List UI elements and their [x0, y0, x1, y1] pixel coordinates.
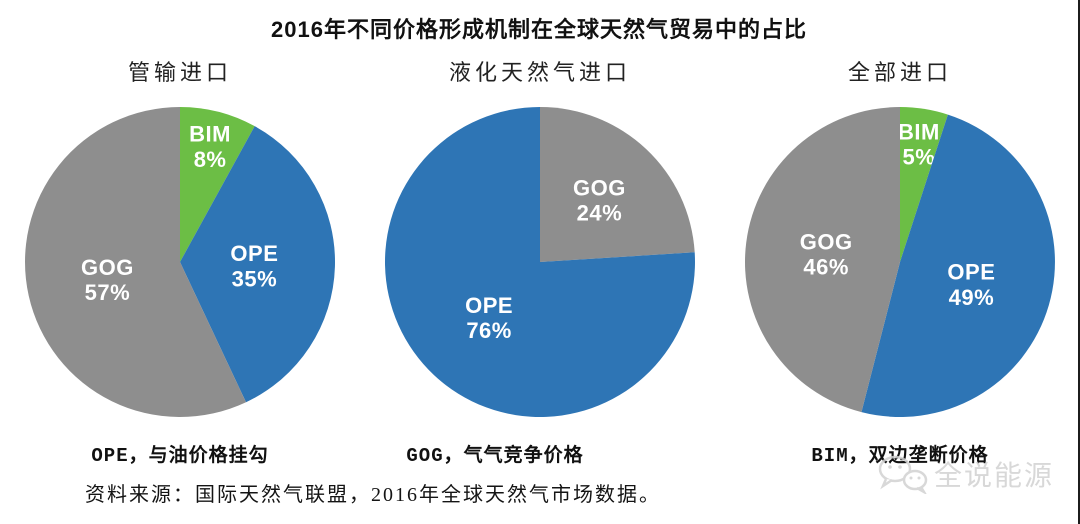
slice-label-ope: OPE 35% — [230, 241, 278, 291]
slice-label-bim: BIM 5% — [898, 119, 940, 169]
slice-label-gog: GOG 46% — [800, 229, 853, 279]
chart-caption: BIM，双边垄断价格 — [811, 445, 989, 467]
slice-label-ope: OPE 49% — [947, 260, 995, 310]
chart-title: 全部进口 — [847, 60, 952, 85]
chart-title: 管输进口 — [127, 60, 232, 85]
pie-slice-ope — [861, 114, 1055, 417]
slice-label-bim: BIM 8% — [189, 122, 231, 172]
pie-all-imports: BIM 5% OPE 49% GOG 46% — [744, 107, 1055, 417]
slice-label-gog: GOG 24% — [573, 175, 626, 225]
watermark: 全说能源 — [876, 454, 1054, 494]
pie-slice-gog — [540, 107, 695, 262]
chart-caption: GOG，气气竞争价格 — [406, 445, 584, 467]
slice-label-ope: OPE 76% — [465, 293, 513, 343]
chart-caption: OPE，与油价格挂勾 — [91, 445, 269, 467]
figure-title: 2016年不同价格形成机制在全球天然气贸易中的占比 — [271, 17, 807, 42]
source-note: 资料来源：国际天然气联盟，2016年全球天然气市场数据。 — [85, 484, 661, 506]
slice-label-gog: GOG 57% — [81, 255, 134, 305]
watermark-text: 全说能源 — [933, 461, 1054, 492]
wechat-icon — [876, 454, 928, 494]
charts-row: 管输进口 BIM 8% OPE 35% GOG 57% OPE，与油价格挂勾 液化天然气进… — [0, 58, 1078, 467]
pie-lng-imports: GOG 24% OPE 76% — [384, 107, 695, 417]
pie-chart-lng-imports: 液化天然气进口 GOG 24% OPE 76% GOG，气气竞争价格 — [360, 58, 720, 467]
pie-slice-ope — [180, 126, 336, 403]
pie-slice-bim — [180, 107, 255, 262]
pie-slice-ope — [384, 107, 695, 417]
chart-title: 液化天然气进口 — [448, 60, 631, 85]
pie-slice-gog — [744, 107, 900, 413]
pie-chart-pipeline-imports: 管输进口 BIM 8% OPE 35% GOG 57% OPE，与油价格挂勾 — [0, 58, 360, 467]
pie-slice-gog — [25, 107, 246, 417]
pie-chart-all-imports: 全部进口 BIM 5% OPE 49% GOG 46% BIM，双边垄断价格 — [720, 58, 1078, 467]
pie-slice-bim — [900, 107, 948, 262]
pie-pipeline-imports: BIM 8% OPE 35% GOG 57% — [25, 107, 336, 417]
